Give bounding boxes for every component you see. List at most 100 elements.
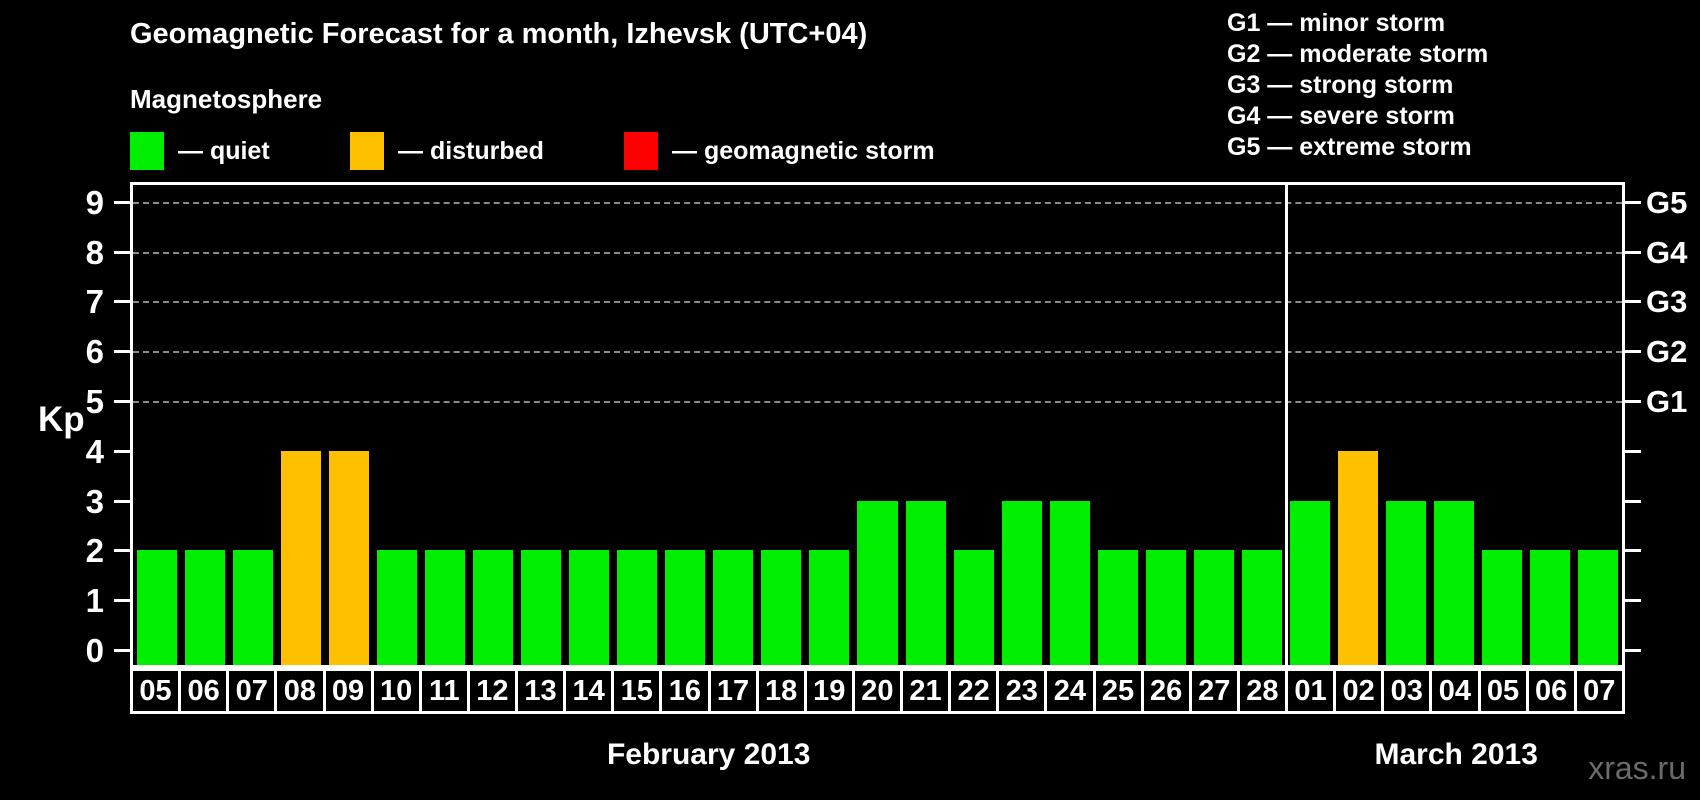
kp-bar-16 bbox=[665, 550, 706, 665]
day-label-08: 08 bbox=[274, 668, 326, 714]
right-tick-0 bbox=[1625, 649, 1641, 652]
day-label-02: 02 bbox=[1333, 668, 1385, 714]
y-axis-tick-labels: 0 1 2 3 4 5 6 7 8 9 bbox=[0, 183, 112, 669]
kp-bar-22 bbox=[953, 550, 994, 665]
kp-bar-04 bbox=[1433, 500, 1474, 665]
kp-bar-24 bbox=[1049, 500, 1090, 665]
day-label-20: 20 bbox=[851, 668, 903, 714]
day-label-06: 06 bbox=[1525, 668, 1577, 714]
g-scale-label-g1: G1 bbox=[1646, 384, 1688, 419]
kp-bar-07 bbox=[1577, 550, 1618, 665]
kp-bar-13 bbox=[521, 550, 562, 665]
month-separator bbox=[1284, 185, 1288, 665]
y-axis-label: Kp bbox=[38, 400, 85, 439]
kp-bar-20 bbox=[857, 500, 898, 665]
day-label-18: 18 bbox=[755, 668, 807, 714]
day-axis: 05 06 07 08 09 10 11 12 13 14 15 16 17 18 19 20 21 22 23 24… bbox=[130, 668, 1625, 714]
y-tick-label-9: 9 bbox=[85, 183, 104, 221]
left-tick-3 bbox=[114, 499, 130, 503]
left-tick-9 bbox=[114, 200, 130, 204]
storm-scale-line-g1: G1 — minor storm bbox=[1227, 9, 1446, 37]
right-tick-3 bbox=[1625, 499, 1641, 503]
y-tick-label-6: 6 bbox=[85, 333, 104, 371]
day-label-24: 24 bbox=[1044, 668, 1096, 714]
legend-item-storm: — geomagnetic storm bbox=[624, 132, 935, 170]
y-tick-label-1: 1 bbox=[85, 582, 104, 620]
right-tick-6 bbox=[1625, 350, 1641, 354]
day-label-22: 22 bbox=[948, 668, 1000, 714]
kp-bar-03 bbox=[1385, 500, 1426, 665]
day-label-06: 06 bbox=[178, 668, 230, 714]
right-tick-5 bbox=[1625, 400, 1641, 403]
kp-bar-17 bbox=[713, 550, 754, 665]
kp-bar-19 bbox=[809, 550, 850, 665]
kp-bar-07 bbox=[233, 550, 274, 665]
g-scale-label-g2: G2 bbox=[1646, 334, 1688, 370]
storm-swatch bbox=[624, 132, 658, 170]
day-label-14: 14 bbox=[563, 668, 615, 714]
day-label-05: 05 bbox=[130, 668, 182, 714]
y-tick-label-7: 7 bbox=[85, 283, 104, 321]
storm-scale-legend: G1 — minor storm G2 — moderate storm G3 — … bbox=[1227, 8, 1488, 163]
gridline-kp-5 bbox=[133, 401, 1622, 403]
legend-label: — geomagnetic storm bbox=[672, 136, 935, 165]
g-scale-labels: G1 G2 G3 G4 G5 bbox=[1646, 185, 1700, 665]
gridline-kp-8 bbox=[133, 251, 1622, 254]
kp-bar-01 bbox=[1289, 500, 1330, 665]
legend-label: — disturbed bbox=[398, 136, 544, 165]
y-tick-label-2: 2 bbox=[85, 532, 104, 570]
storm-scale-line-g2: G2 — moderate storm bbox=[1227, 40, 1489, 68]
gridline-kp-7 bbox=[133, 301, 1622, 304]
disturbed-swatch bbox=[350, 132, 384, 170]
g-scale-label-g5: G5 bbox=[1646, 184, 1688, 220]
right-tick-1 bbox=[1625, 599, 1641, 603]
legend-item-quiet: — quiet bbox=[130, 132, 270, 170]
kp-bar-28 bbox=[1241, 550, 1282, 665]
kp-bar-14 bbox=[569, 550, 610, 665]
y-tick-label-8: 8 bbox=[85, 233, 104, 271]
day-label-03: 03 bbox=[1381, 668, 1433, 714]
right-tick-7 bbox=[1625, 300, 1641, 304]
g-scale-label-g4: G4 bbox=[1646, 234, 1688, 270]
left-tick-4 bbox=[114, 449, 130, 453]
month-label: February 2013 bbox=[606, 738, 811, 771]
storm-scale-line-g4: G4 — severe storm bbox=[1227, 102, 1455, 130]
left-tick-2 bbox=[114, 549, 130, 553]
kp-bar-08 bbox=[281, 450, 322, 665]
kp-bar-05 bbox=[137, 550, 178, 665]
y-tick-label-3: 3 bbox=[85, 482, 104, 520]
right-tick-4 bbox=[1625, 449, 1641, 453]
day-label-01: 01 bbox=[1285, 668, 1337, 714]
day-label-27: 27 bbox=[1188, 668, 1240, 714]
month-label: March 2013 bbox=[1374, 738, 1538, 771]
day-label-21: 21 bbox=[900, 668, 952, 714]
kp-bar-06 bbox=[185, 550, 226, 665]
magnetosphere-label: Magnetosphere bbox=[130, 84, 323, 114]
kp-bar-23 bbox=[1001, 500, 1042, 665]
right-tick-2 bbox=[1625, 549, 1641, 553]
day-label-17: 17 bbox=[707, 668, 759, 714]
g-scale-label-g3: G3 bbox=[1646, 284, 1688, 320]
left-tick-7 bbox=[114, 300, 130, 304]
day-label-25: 25 bbox=[1092, 668, 1144, 714]
day-label-16: 16 bbox=[659, 668, 711, 714]
day-label-15: 15 bbox=[611, 668, 663, 714]
y-tick-label-0: 0 bbox=[85, 632, 104, 669]
right-tick-9 bbox=[1625, 200, 1641, 204]
storm-scale-line-g5: G5 — extreme storm bbox=[1227, 133, 1472, 161]
day-label-28: 28 bbox=[1236, 668, 1288, 714]
kp-bar-26 bbox=[1145, 550, 1186, 665]
gridline-kp-9 bbox=[133, 201, 1622, 204]
kp-bar-11 bbox=[425, 550, 466, 665]
kp-bar-10 bbox=[377, 550, 418, 665]
day-label-13: 13 bbox=[515, 668, 567, 714]
day-label-23: 23 bbox=[996, 668, 1048, 714]
day-label-09: 09 bbox=[322, 668, 374, 714]
day-label-10: 10 bbox=[370, 668, 422, 714]
day-label-19: 19 bbox=[803, 668, 855, 714]
left-tick-1 bbox=[114, 599, 130, 603]
y-tick-label-4: 4 bbox=[85, 432, 104, 470]
plot-area bbox=[114, 182, 1641, 668]
kp-bar-25 bbox=[1097, 550, 1138, 665]
